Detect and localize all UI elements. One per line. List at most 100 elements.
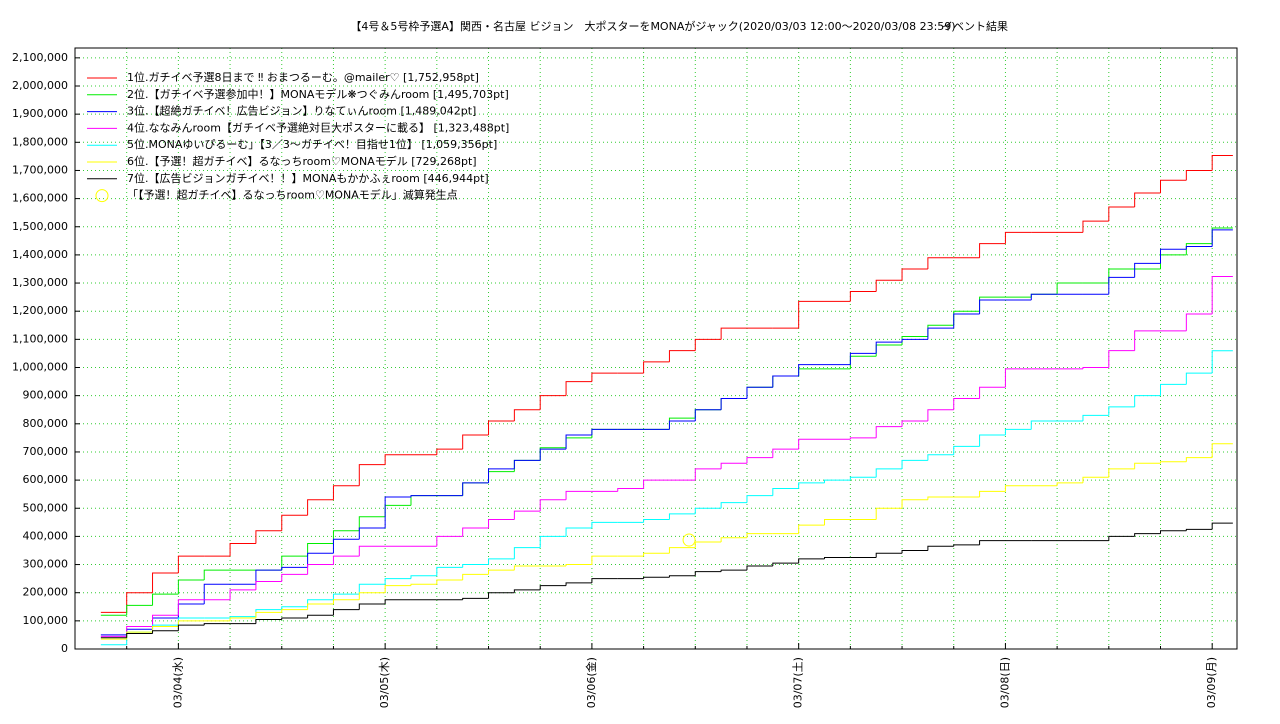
series-step xyxy=(1108,268,1135,284)
series-step xyxy=(565,564,592,566)
series-step xyxy=(824,557,851,559)
series-step xyxy=(1185,313,1213,331)
series-step xyxy=(591,578,618,583)
series-step xyxy=(927,409,954,421)
y-tick-label: 600,000 xyxy=(23,473,69,486)
series-step xyxy=(1211,155,1233,171)
series-step xyxy=(410,495,437,497)
series-step xyxy=(824,479,851,483)
series-step xyxy=(591,428,618,438)
series-step xyxy=(307,603,334,610)
series-step xyxy=(384,585,411,593)
series-step xyxy=(1185,528,1213,531)
series-step xyxy=(281,617,308,620)
series-step xyxy=(539,585,567,590)
series-step xyxy=(901,499,928,509)
x-tick-label: 03/08(日) xyxy=(998,657,1011,708)
series-step xyxy=(849,437,877,440)
series-step xyxy=(824,519,851,526)
series-step xyxy=(617,488,644,492)
series-step xyxy=(1030,420,1058,430)
series-step xyxy=(772,448,799,458)
series-step xyxy=(720,502,747,509)
series-step xyxy=(410,495,437,506)
series-step xyxy=(177,624,205,631)
y-tick-label: 0 xyxy=(61,642,68,655)
series-step xyxy=(255,580,282,590)
series-step xyxy=(668,575,696,578)
series-step xyxy=(152,572,179,593)
series-step xyxy=(488,471,515,483)
series-step xyxy=(772,375,799,388)
series-step xyxy=(1082,367,1109,369)
series-step xyxy=(875,344,903,357)
series-step xyxy=(979,386,1006,399)
series-step xyxy=(488,519,515,528)
plot-frame xyxy=(74,47,1238,650)
series-step xyxy=(152,617,179,630)
series-step xyxy=(565,381,592,396)
series-step xyxy=(565,582,592,586)
series-step xyxy=(901,549,928,554)
series-step xyxy=(1082,476,1109,483)
series-step xyxy=(332,485,360,500)
series-step xyxy=(307,552,334,568)
series-step xyxy=(798,558,825,564)
series-step xyxy=(358,527,386,540)
series-step xyxy=(927,496,954,500)
y-tick-label: 100,000 xyxy=(23,614,69,627)
series-step xyxy=(565,434,592,450)
series-step xyxy=(255,530,282,544)
series-step xyxy=(539,395,567,410)
series-step xyxy=(1004,485,1032,492)
series-step xyxy=(927,324,954,337)
series-step xyxy=(229,617,256,621)
series-step xyxy=(488,592,515,599)
series-step xyxy=(332,555,360,565)
series-step xyxy=(875,552,903,558)
series-step xyxy=(720,537,747,543)
x-tick-label: 03/07(土) xyxy=(792,657,805,708)
y-tick-label: 1,600,000 xyxy=(12,192,68,205)
series-step xyxy=(643,479,670,489)
series-step xyxy=(436,535,463,547)
series-step xyxy=(126,592,153,613)
series-step xyxy=(332,593,360,600)
series-step xyxy=(1185,245,1213,250)
series-step xyxy=(1160,461,1187,464)
series-step xyxy=(979,299,1006,315)
series-step xyxy=(1160,530,1187,534)
series-step xyxy=(1185,372,1213,385)
series-step xyxy=(177,603,205,619)
series-step xyxy=(927,327,954,340)
series-step xyxy=(1108,350,1135,368)
series-step xyxy=(1004,231,1032,244)
series-step xyxy=(513,565,541,571)
x-tick-label: 03/06(金) xyxy=(584,657,598,708)
series-step xyxy=(901,420,928,427)
series-step xyxy=(488,569,515,575)
series-step xyxy=(1134,462,1161,469)
series-step xyxy=(1185,169,1213,181)
y-tick-label: 1,400,000 xyxy=(12,248,68,261)
series-step xyxy=(332,530,360,544)
series-step xyxy=(229,542,256,557)
series-step xyxy=(307,599,334,607)
series-step xyxy=(358,464,386,486)
series-step xyxy=(849,352,877,365)
series-step xyxy=(720,462,747,469)
series-step xyxy=(488,420,515,436)
chart-title: 【4号＆5号枠予選A】関西・名古屋 ビジョン 大ポスターをMONAがジャック(2… xyxy=(350,19,955,33)
series-step xyxy=(384,496,411,528)
y-tick-label: 500,000 xyxy=(23,501,69,514)
y-tick-label: 1,900,000 xyxy=(12,107,68,120)
series-step xyxy=(332,609,360,616)
series-step xyxy=(720,397,747,410)
series-step xyxy=(384,454,411,465)
y-tick-label: 300,000 xyxy=(23,558,69,571)
series-step xyxy=(1134,330,1161,351)
series-step xyxy=(1160,254,1187,269)
series-step xyxy=(281,609,308,613)
